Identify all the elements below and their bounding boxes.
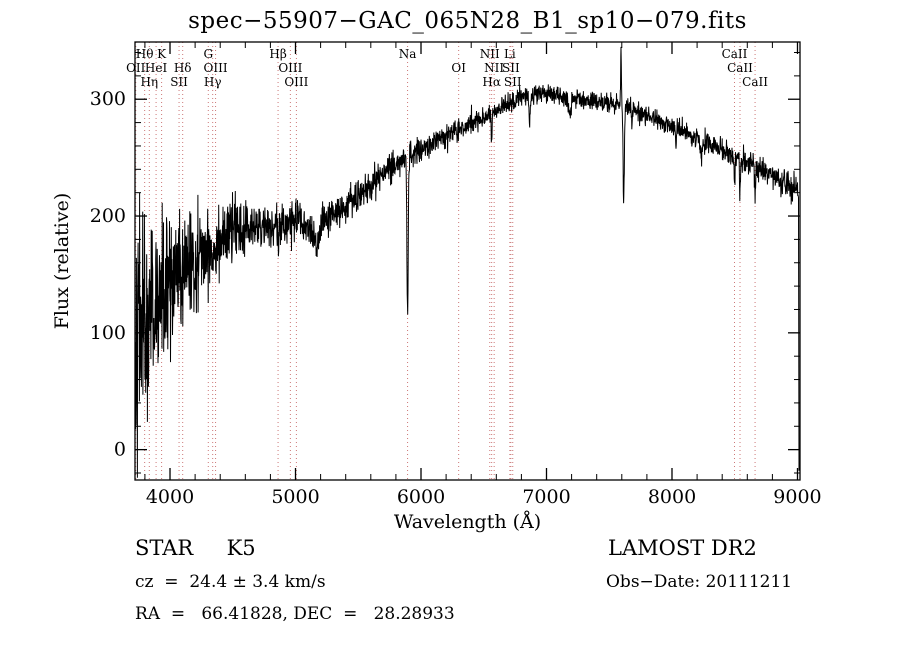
y-axis-label: Flux (relative) [51, 193, 73, 330]
x-tick-label: 6000 [397, 486, 445, 508]
y-tick-label: 0 [114, 439, 126, 461]
line-label: Hη [140, 75, 158, 89]
line-label: OIII [284, 75, 308, 89]
x-tick-label: 7000 [522, 486, 570, 508]
x-tick-label: 9000 [773, 486, 821, 508]
line-label: Li [504, 47, 516, 61]
line-label: HeI [145, 61, 168, 75]
line-label: NII [480, 47, 500, 61]
x-tick-label: 5000 [271, 486, 319, 508]
line-label: OI [451, 61, 466, 75]
line-label: SII [170, 75, 188, 89]
ra-dec-value: RA = 66.41828, DEC = 28.28933 [135, 604, 455, 624]
x-tick-label: 4000 [146, 486, 194, 508]
line-label: CaII [742, 75, 768, 89]
line-label: Hθ [136, 47, 154, 61]
line-label: CaII [727, 61, 753, 75]
line-label: Hβ [269, 47, 286, 61]
line-label: OIII [278, 61, 302, 75]
spectrum-line [134, 46, 800, 478]
classification-label: STAR K5 [135, 536, 256, 560]
figure-title: spec−55907−GAC_065N28_B1_sp10−079.fits [188, 8, 747, 34]
line-label: Hγ [204, 75, 222, 89]
line-label: OII [126, 61, 146, 75]
obs-date: Obs−Date: 20111211 [606, 572, 793, 592]
y-tick-label: 100 [90, 322, 126, 344]
x-tick-label: 8000 [648, 486, 696, 508]
line-label: SII [502, 61, 520, 75]
line-label: SII [504, 75, 522, 89]
spectrum-plot: 4000 5000 6000 7000 8000 9000 0 100 200 300 Hθ K G Hβ… [51, 41, 822, 533]
line-label: Na [399, 47, 417, 61]
y-tick-label: 200 [90, 205, 126, 227]
line-label: Hδ [174, 61, 192, 75]
cz-value: cz = 24.4 ± 3.4 km/s [135, 572, 326, 592]
survey-label: LAMOST DR2 [608, 536, 757, 560]
line-label: OIII [204, 61, 228, 75]
line-label: CaII [722, 47, 748, 61]
line-label: K [157, 47, 167, 61]
plot-frame [134, 41, 801, 481]
line-label: NII [484, 61, 504, 75]
x-axis-label: Wavelength (Å) [394, 511, 541, 533]
line-label: Hα [482, 75, 501, 89]
line-label: G [203, 47, 213, 61]
y-tick-label: 300 [90, 88, 126, 110]
